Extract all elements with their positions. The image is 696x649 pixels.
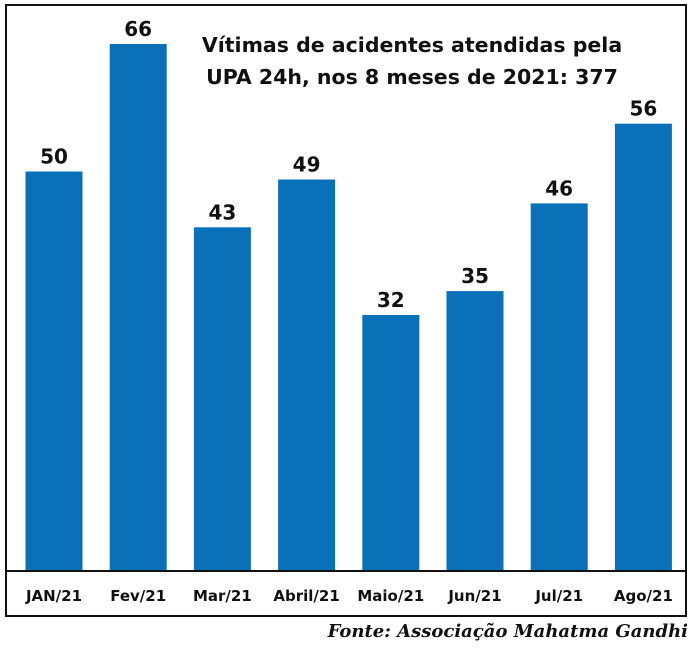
x-tick-label-4: Maio/21 [357, 587, 424, 605]
bar-5 [446, 291, 504, 570]
x-tick-label-2: Mar/21 [193, 587, 252, 605]
value-label-3: 49 [293, 153, 321, 177]
value-label-0: 50 [40, 145, 68, 169]
chart-title-line-2: UPA 24h, nos 8 meses de 2021: 377 [206, 65, 618, 89]
x-tick-label-7: Ago/21 [614, 587, 673, 605]
x-tick-label-5: Jun/21 [447, 587, 501, 605]
value-label-6: 46 [545, 176, 573, 200]
value-label-1: 66 [124, 17, 152, 41]
x-tick-label-1: Fev/21 [110, 587, 166, 605]
chart-title-line-1: Vítimas de acidentes atendidas pela [202, 33, 622, 57]
x-tick-label-3: Abril/21 [273, 587, 339, 605]
bar-3 [278, 179, 336, 570]
x-tick-label-0: JAN/21 [25, 587, 82, 605]
value-label-5: 35 [461, 264, 489, 288]
bar-6 [530, 203, 588, 570]
bar-1 [109, 44, 167, 570]
labels-layer: 50 JAN/21 66 Fev/21 43 Mar/21 49 Abril/21 32 Maio… [25, 17, 673, 605]
x-tick-label-6: Jul/21 [534, 587, 583, 605]
bar-0 [25, 171, 83, 570]
bar-4 [362, 315, 420, 570]
bar-7 [614, 123, 672, 570]
value-label-4: 32 [377, 288, 405, 312]
bars-layer [25, 44, 672, 571]
source-note: Fonte: Associação Mahatma Gandhi [327, 621, 688, 642]
bar-2 [193, 227, 251, 571]
value-label-7: 56 [629, 97, 657, 121]
value-label-2: 43 [208, 200, 236, 224]
